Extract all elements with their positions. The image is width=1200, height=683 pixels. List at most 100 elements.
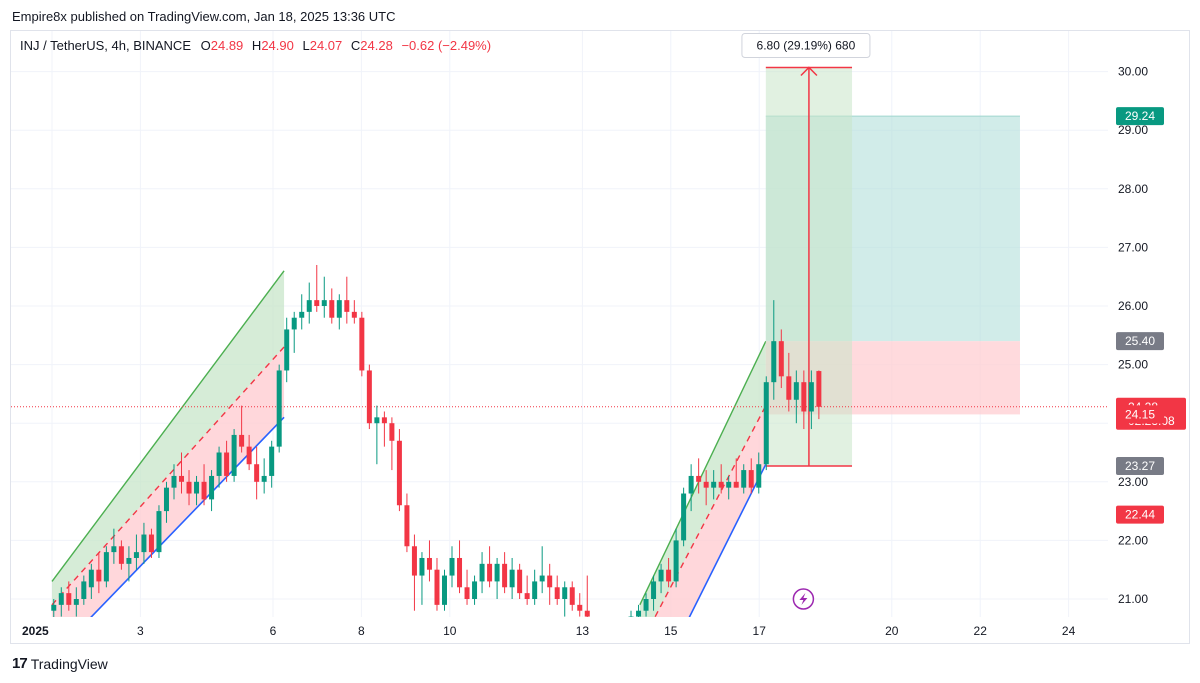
candle-body [88,569,94,588]
candle-up [269,440,275,488]
y-tick-label: 29.00 [1118,123,1148,137]
candle-up [216,446,222,488]
x-tick-label: 2025 [22,624,49,638]
candle-body [569,587,575,605]
channel-left-upper-line [51,270,285,582]
candle-up [441,569,447,611]
candle-up [336,294,342,330]
high-label: H [251,38,262,53]
candle-body [688,475,694,494]
candle-body [261,475,267,482]
candle-down [457,540,463,594]
candle-body [141,534,147,553]
x-tick-label: 10 [443,624,457,638]
candle-up [321,276,327,318]
candle-down [389,417,395,471]
candle-up [643,593,649,617]
candle-up [231,429,237,482]
channel-left-lower-fill [52,347,285,617]
candle-body [441,575,447,605]
x-tick-label: 22 [974,624,988,638]
candle-body [509,569,515,588]
candle-body [231,434,237,476]
x-tick-label: 6 [270,624,277,638]
symbol-label[interactable]: INJ / TetherUS, 4h, BINANCE [20,38,191,53]
candle-body [351,311,357,318]
candle-body [224,452,230,476]
candle-up [479,552,485,594]
candle-down [96,552,102,594]
candle-body [374,417,380,424]
candle-down [224,440,230,482]
x-tick-label: 17 [753,624,767,638]
candle-body [628,616,634,617]
price-label: 23.27 [1125,459,1155,473]
close-label: C [350,38,361,53]
candle-down [577,593,583,617]
candle-down [66,581,72,611]
x-tick-label: 13 [576,624,590,638]
candle-up [763,376,769,471]
candle-up [171,464,177,500]
tradingview-logo[interactable]: 17 TradingView [12,655,108,672]
candle-body [111,546,117,553]
candle-body [396,440,402,506]
candle-down [778,329,784,389]
low-value: 24.07 [309,38,343,53]
candle-body [321,300,327,306]
candle-up [793,370,799,424]
candle-body [171,475,177,488]
y-tick-label: 22.00 [1118,533,1148,547]
close-value: 24.28 [360,38,393,53]
candle-down [239,405,245,453]
candle-body [808,382,814,412]
candle-up [741,464,747,494]
candle-body [389,423,395,441]
candle-body [472,581,478,599]
candle-body [96,569,102,582]
y-tick-label: 25.00 [1118,358,1148,372]
candle-body [666,569,672,582]
publisher-line: Empire8x published on TradingView.com, J… [12,9,396,24]
channel-right-mid-line [654,405,767,617]
candle-up [51,599,57,617]
candle-up [726,475,732,500]
measure-arrow-head [800,66,818,77]
measure-label: 6.80 (29.19%) 680 [757,38,856,52]
channel-right-upper-line [639,340,767,606]
candle-body [216,452,222,476]
candle-body [801,382,807,412]
candle-body [726,481,732,488]
candle-body [411,546,417,576]
candle-body [733,481,739,488]
candle-body [284,329,290,371]
candle-up [126,546,132,582]
candle-down [351,300,357,324]
candle-up [103,546,109,588]
candle-down [246,434,252,471]
candle-body [336,300,342,318]
candle-body [156,511,162,553]
candle-down [801,370,807,430]
candle-up [636,604,642,617]
candle-body [502,563,508,588]
candle-body [771,341,777,383]
candle-down [733,458,739,488]
candle-body [269,446,275,476]
candle-down [554,575,560,605]
candle-down [666,557,672,588]
candle-body [778,341,784,377]
candle-down [344,276,350,324]
candle-body [51,604,57,611]
candle-up [673,528,679,588]
candle-body [254,464,260,482]
candle-body [718,481,724,488]
candle-down [464,569,470,605]
candle-down [118,540,124,570]
candle-up [688,464,694,512]
candle-body [487,563,493,582]
y-tick-label: 26.00 [1118,299,1148,313]
candle-up [88,563,94,599]
candle-up [209,470,215,512]
